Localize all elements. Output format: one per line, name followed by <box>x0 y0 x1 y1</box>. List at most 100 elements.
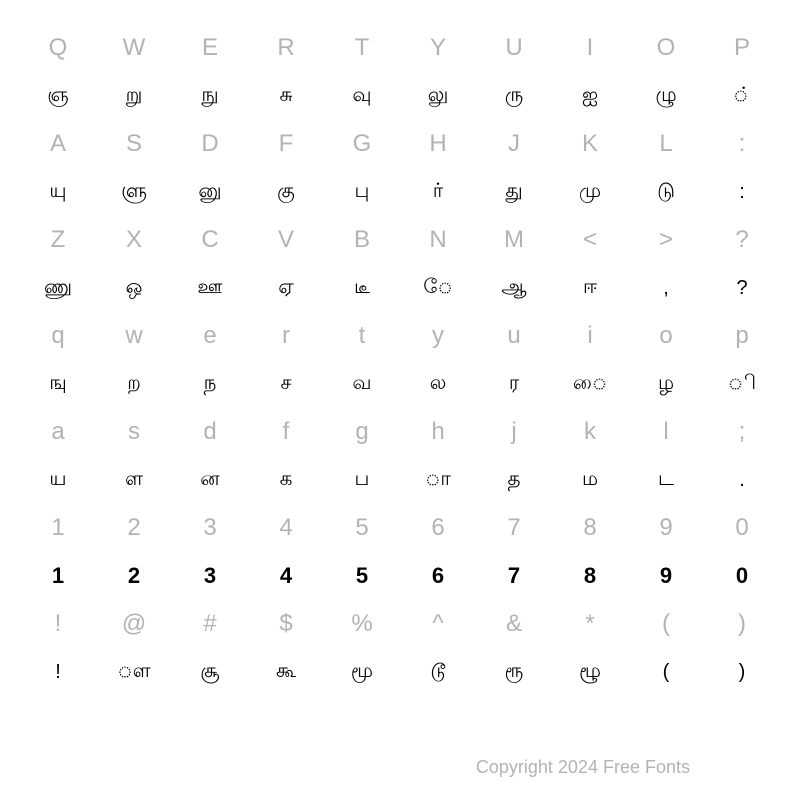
glyph-char: ௗ <box>117 660 150 685</box>
glyph-char: டீ <box>354 276 370 301</box>
glyph-char: சு <box>279 84 292 109</box>
key-label: O <box>657 34 676 62</box>
key-label: D <box>201 130 218 158</box>
key-label: < <box>583 226 597 254</box>
key-label: t <box>359 322 366 350</box>
glyph-char: மூ <box>351 660 373 685</box>
glyph-char: ஐ <box>582 84 598 109</box>
glyph-char: க <box>280 468 293 493</box>
key-label: P <box>734 34 750 62</box>
glyph-char: டூ <box>430 660 445 685</box>
key-label: u <box>507 322 520 350</box>
glyph-char: ழ <box>658 372 674 397</box>
key-label: l <box>663 418 668 446</box>
key-label: X <box>126 226 142 254</box>
glyph-char: மு <box>579 180 601 205</box>
glyph-char: ) <box>739 661 746 684</box>
key-label: Q <box>49 34 68 62</box>
glyph-char: ஒ <box>126 276 143 301</box>
key-label: i <box>587 322 592 350</box>
key-label: w <box>125 322 142 350</box>
key-label: 3 <box>203 514 216 542</box>
glyph-char: ழு <box>655 84 676 109</box>
key-label: 4 <box>279 514 292 542</box>
glyph-char: ந <box>204 372 217 397</box>
key-label: F <box>279 130 294 158</box>
key-label: M <box>504 226 524 254</box>
key-label: 5 <box>355 514 368 542</box>
glyph-char: ை <box>573 372 607 397</box>
key-label: % <box>351 610 372 638</box>
key-label: > <box>659 226 673 254</box>
glyph-char: 9 <box>660 563 672 589</box>
key-label: j <box>511 418 516 446</box>
glyph-char: ஞ <box>47 84 68 109</box>
glyph-char: ப <box>355 468 370 493</box>
key-label: ) <box>738 610 746 638</box>
key-label: W <box>123 34 146 62</box>
key-label: A <box>50 130 66 158</box>
key-label: s <box>128 418 140 446</box>
glyph-char: ி <box>728 372 756 397</box>
glyph-char: த <box>507 468 520 493</box>
key-label: S <box>126 130 142 158</box>
glyph-char: ன <box>200 468 219 493</box>
key-label: & <box>506 610 522 638</box>
key-label: r <box>282 322 290 350</box>
glyph-char: ற <box>127 372 141 397</box>
key-label: ^ <box>432 610 443 638</box>
glyph-char: வ <box>352 372 371 397</box>
glyph-char: ல <box>430 372 447 397</box>
glyph-char: ர் <box>433 180 443 205</box>
key-label: 0 <box>735 514 748 542</box>
glyph-char: ணு <box>44 276 72 301</box>
key-label: I <box>587 34 594 62</box>
key-label: ! <box>55 610 62 638</box>
key-label: k <box>584 418 596 446</box>
key-label: Y <box>430 34 446 62</box>
glyph-char: ஏ <box>278 276 294 301</box>
glyph-char: ய <box>49 468 66 493</box>
glyph-char: ஊ <box>197 276 222 301</box>
glyph-char: 6 <box>432 563 444 589</box>
key-label: B <box>354 226 370 254</box>
key-label: L <box>659 130 672 158</box>
glyph-char: ! <box>55 661 61 684</box>
glyph-char: வு <box>352 84 371 109</box>
key-label: U <box>505 34 522 62</box>
key-label: G <box>353 130 372 158</box>
character-map-grid: QWERTYUIOPஞறுநுசுவுலுருஐழு்ASDFGHJKL:யுள… <box>20 28 780 692</box>
glyph-char: ஙு <box>49 372 67 397</box>
key-label: q <box>51 322 64 350</box>
key-label: 2 <box>127 514 140 542</box>
glyph-char: 7 <box>508 563 520 589</box>
key-label: * <box>585 610 594 638</box>
glyph-char: ர <box>509 372 519 397</box>
glyph-char: லு <box>428 84 449 109</box>
glyph-char: கு <box>277 180 295 205</box>
glyph-char: ச <box>280 372 291 397</box>
glyph-char: ம <box>582 468 598 493</box>
glyph-char: சூ <box>200 660 219 685</box>
glyph-char: டு <box>657 180 675 205</box>
key-label: C <box>201 226 218 254</box>
glyph-char: , <box>663 277 669 300</box>
glyph-char: 2 <box>128 563 140 589</box>
key-label: : <box>739 130 746 158</box>
key-label: 7 <box>507 514 520 542</box>
glyph-char: து <box>505 180 522 205</box>
glyph-char: நு <box>201 84 218 109</box>
glyph-char: ழூ <box>579 660 601 685</box>
key-label: ? <box>735 226 748 254</box>
key-label: H <box>429 130 446 158</box>
key-label: f <box>283 418 290 446</box>
glyph-char: பு <box>355 180 370 205</box>
glyph-char: 4 <box>280 563 292 589</box>
key-label: E <box>202 34 218 62</box>
key-label: a <box>51 418 64 446</box>
key-label: # <box>203 610 216 638</box>
key-label: N <box>429 226 446 254</box>
key-label: ( <box>662 610 670 638</box>
glyph-char: ட <box>658 468 674 493</box>
glyph-char: 8 <box>584 563 596 589</box>
